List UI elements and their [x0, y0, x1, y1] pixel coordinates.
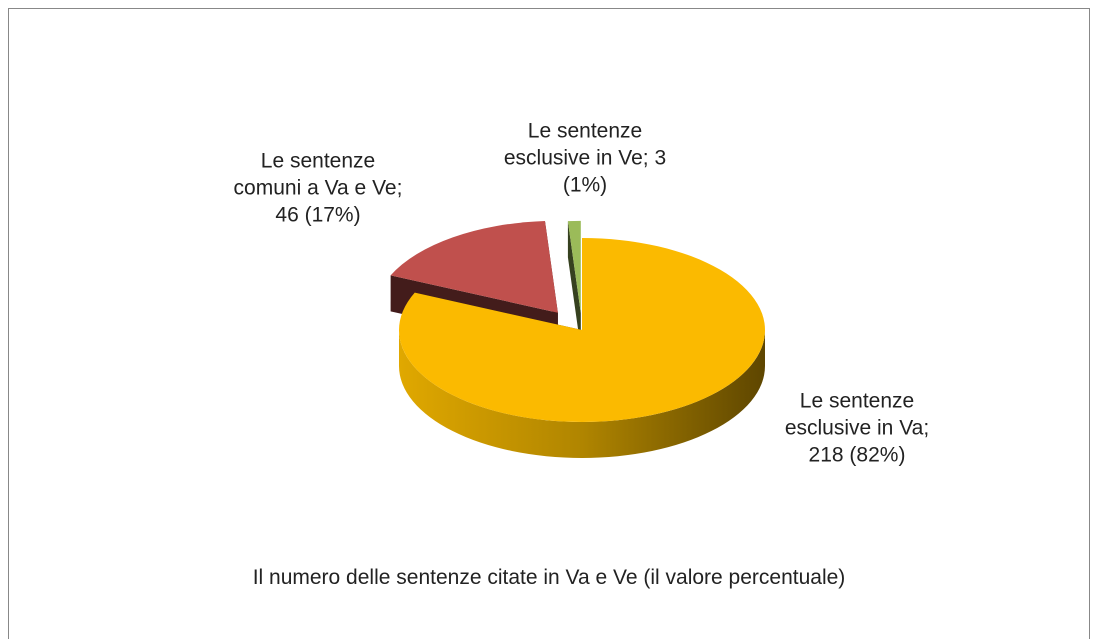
category-label: Le sentenze esclusive in Va;: [784, 389, 930, 440]
slice: [399, 238, 765, 422]
data-label: Le sentenze esclusive in Va; 218 (82%): [770, 388, 945, 469]
data-label: Le sentenze comuni a Va e Ve; 46 (17%): [228, 148, 408, 229]
slice-side: [399, 330, 765, 458]
value-label: 218 (82%): [808, 443, 906, 467]
value-label: 3 (1%): [562, 146, 667, 197]
value-label: 46 (17%): [275, 203, 361, 227]
slice: [390, 220, 558, 313]
chart-title: Il numero delle sentenze citate in Va e …: [252, 566, 846, 589]
data-label: Le sentenze esclusive in Ve; 3 (1%): [498, 118, 673, 199]
category-label: Le sentenze comuni a Va e Ve;: [233, 149, 403, 200]
slice: [567, 220, 581, 313]
chart-frame: [8, 8, 1090, 639]
slice-face: [567, 221, 581, 349]
category-label: Le sentenze esclusive in Ve;: [503, 119, 649, 170]
